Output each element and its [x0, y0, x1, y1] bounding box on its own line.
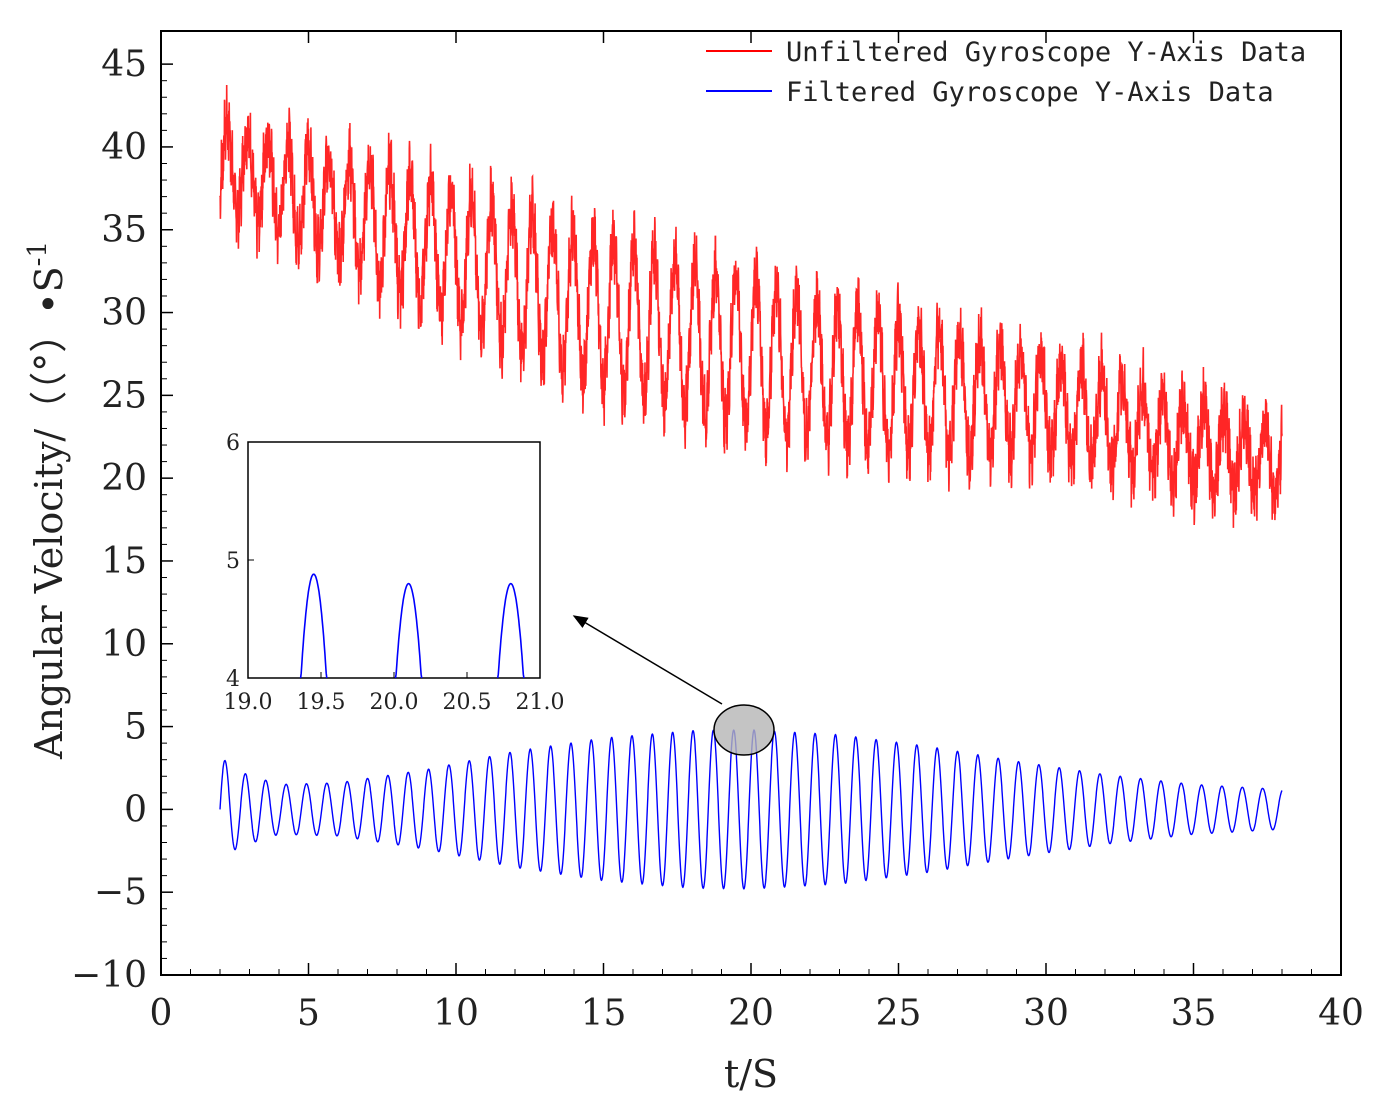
- inset-y-tick-label: 6: [226, 431, 240, 456]
- series-unfiltered-line: [219, 84, 1283, 528]
- inset-y-axis: 4 5 6: [226, 431, 254, 692]
- inset-y-tick-label: 5: [226, 549, 240, 574]
- inset-peak: [394, 582, 423, 679]
- legend: Unfiltered Gyroscope Y-Axis Data Filtere…: [706, 37, 1306, 108]
- y-tick-label: 25: [101, 375, 147, 416]
- x-axis-title: t/S: [724, 1052, 778, 1096]
- zoom-arrow: [572, 615, 723, 705]
- legend-label-filtered: Filtered Gyroscope Y-Axis Data: [786, 77, 1274, 108]
- x-tick-label: 35: [1171, 993, 1217, 1034]
- x-tick-label: 30: [1023, 993, 1069, 1034]
- y-tick-label: 0: [124, 789, 147, 830]
- inset-peak: [299, 573, 328, 679]
- x-tick-label: 15: [581, 993, 627, 1034]
- inset-peak: [496, 582, 525, 679]
- y-tick-label: 10: [101, 624, 147, 665]
- inset-chart: 19.0 19.5 20.0 20.5 21.0 4 5 6: [224, 431, 565, 715]
- x-tick-label: 5: [297, 993, 320, 1034]
- inset-series: [299, 573, 525, 679]
- svg-text:Angular Velocity/（（°）•S-1: Angular Velocity/（（°）•S-1: [23, 241, 71, 760]
- y-tick-label: 30: [101, 293, 147, 334]
- y-axis-title-superscript: -1: [23, 241, 53, 266]
- y-tick-label: −5: [94, 872, 147, 913]
- y-axis-title-main: Angular Velocity/（（°）•S: [27, 266, 71, 760]
- inset-y-tick-label: 4: [226, 667, 240, 692]
- y-axis: −10 −5 0 5 10 15 20 25 30 35 40 45: [71, 44, 173, 996]
- y-axis-title: Angular Velocity/（（°）•S-1: [23, 241, 71, 760]
- x-axis: 0 5 10 15 20 25 30 35 40: [150, 31, 1364, 1034]
- inset-frame: [247, 441, 541, 679]
- zoom-highlight-ellipse: [713, 704, 775, 756]
- y-tick-label: 45: [101, 44, 147, 85]
- y-tick-label: 5: [124, 707, 147, 748]
- series-layer: [219, 84, 1283, 890]
- inset-x-tick-label: 19.0: [224, 690, 273, 715]
- y-tick-label: 15: [101, 541, 147, 582]
- x-tick-label: 0: [150, 993, 173, 1034]
- x-tick-label: 20: [728, 993, 774, 1034]
- inset-x-tick-label: 20.5: [443, 690, 492, 715]
- y-tick-label: 35: [101, 210, 147, 251]
- y-tick-label: 40: [101, 127, 147, 168]
- x-tick-label: 10: [433, 993, 479, 1034]
- legend-label-unfiltered: Unfiltered Gyroscope Y-Axis Data: [786, 37, 1306, 68]
- x-tick-label: 40: [1318, 993, 1364, 1034]
- inset-x-tick-label: 21.0: [516, 690, 565, 715]
- series-filtered-line: [219, 729, 1283, 890]
- inset-x-axis: 19.0 19.5 20.0 20.5 21.0: [224, 672, 565, 715]
- inset-x-tick-label: 20.0: [370, 690, 419, 715]
- y-tick-label: 20: [101, 458, 147, 499]
- x-tick-label: 25: [876, 993, 922, 1034]
- inset-x-tick-label: 19.5: [297, 690, 346, 715]
- y-tick-label: −10: [71, 955, 147, 996]
